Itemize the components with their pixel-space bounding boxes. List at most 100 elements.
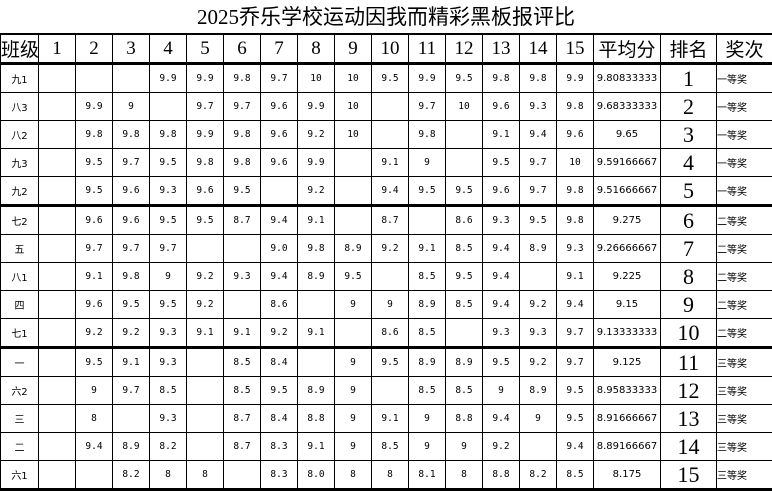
score-cell[interactable]: 10	[335, 121, 372, 149]
score-cell[interactable]: 9.2	[298, 177, 335, 206]
class-cell[interactable]: 二	[1, 433, 39, 461]
score-cell[interactable]: 9.9	[409, 64, 446, 93]
score-cell[interactable]: 8.7	[224, 206, 261, 235]
score-cell[interactable]: 9.5	[446, 177, 483, 206]
column-header[interactable]: 15	[557, 35, 594, 64]
score-cell[interactable]: 8.9	[446, 348, 483, 377]
score-cell[interactable]: 8.8	[446, 405, 483, 433]
score-cell[interactable]: 9.5	[150, 149, 187, 177]
class-cell[interactable]: 五	[1, 235, 39, 263]
score-cell[interactable]: 9.5	[557, 377, 594, 405]
score-cell[interactable]: 8.2	[113, 461, 150, 490]
score-cell[interactable]: 9.3	[150, 405, 187, 433]
average-cell[interactable]: 9.59166667	[594, 149, 661, 177]
score-cell[interactable]: 8.4	[261, 348, 298, 377]
column-header[interactable]: 6	[224, 35, 261, 64]
score-cell[interactable]: 9.7	[113, 377, 150, 405]
score-cell[interactable]	[224, 291, 261, 319]
score-cell[interactable]: 9.5	[76, 149, 113, 177]
rank-cell[interactable]: 12	[661, 377, 717, 405]
score-cell[interactable]	[298, 291, 335, 319]
score-cell[interactable]: 8.7	[224, 433, 261, 461]
rank-cell[interactable]: 5	[661, 177, 717, 206]
score-cell[interactable]: 9.9	[187, 121, 224, 149]
score-cell[interactable]: 9.5	[409, 177, 446, 206]
score-cell[interactable]: 8.4	[261, 405, 298, 433]
column-header[interactable]: 13	[483, 35, 520, 64]
column-header[interactable]: 3	[113, 35, 150, 64]
score-cell[interactable]: 9.4	[483, 235, 520, 263]
score-cell[interactable]: 9	[409, 433, 446, 461]
score-cell[interactable]: 9.4	[483, 405, 520, 433]
score-cell[interactable]: 8.5	[224, 377, 261, 405]
score-cell[interactable]: 8.2	[150, 433, 187, 461]
score-cell[interactable]: 9	[409, 405, 446, 433]
column-header[interactable]: 平均分	[594, 35, 661, 64]
score-cell[interactable]: 9.1	[483, 121, 520, 149]
score-cell[interactable]: 8.7	[372, 206, 409, 235]
score-cell[interactable]: 9.1	[224, 319, 261, 348]
score-cell[interactable]: 8	[335, 461, 372, 490]
score-cell[interactable]: 9.8	[557, 93, 594, 121]
average-cell[interactable]: 9.13333333	[594, 319, 661, 348]
score-cell[interactable]: 9.2	[372, 235, 409, 263]
average-cell[interactable]: 9.225	[594, 263, 661, 291]
score-cell[interactable]: 9.2	[113, 319, 150, 348]
average-cell[interactable]: 9.26666667	[594, 235, 661, 263]
score-cell[interactable]: 9.1	[76, 263, 113, 291]
score-cell[interactable]	[520, 263, 557, 291]
score-cell[interactable]: 8.0	[298, 461, 335, 490]
class-cell[interactable]: 八2	[1, 121, 39, 149]
award-cell[interactable]: 二等奖	[717, 319, 772, 348]
score-cell[interactable]: 9.2	[520, 291, 557, 319]
award-cell[interactable]: 一等奖	[717, 64, 772, 93]
score-cell[interactable]: 9.4	[520, 121, 557, 149]
score-cell[interactable]	[335, 149, 372, 177]
score-cell[interactable]: 9.7	[187, 93, 224, 121]
score-cell[interactable]: 9.0	[261, 235, 298, 263]
score-cell[interactable]: 9.7	[113, 235, 150, 263]
score-cell[interactable]: 8.9	[298, 263, 335, 291]
average-cell[interactable]: 9.275	[594, 206, 661, 235]
score-cell[interactable]: 10	[335, 64, 372, 93]
score-cell[interactable]	[446, 149, 483, 177]
score-cell[interactable]: 9.1	[298, 206, 335, 235]
score-cell[interactable]	[409, 206, 446, 235]
score-cell[interactable]	[187, 348, 224, 377]
score-cell[interactable]	[39, 405, 76, 433]
rank-cell[interactable]: 13	[661, 405, 717, 433]
score-cell[interactable]	[39, 64, 76, 93]
average-cell[interactable]: 9.68333333	[594, 93, 661, 121]
score-cell[interactable]: 9.3	[520, 93, 557, 121]
rank-cell[interactable]: 2	[661, 93, 717, 121]
score-cell[interactable]	[372, 263, 409, 291]
score-cell[interactable]: 9.3	[150, 177, 187, 206]
rank-cell[interactable]: 11	[661, 348, 717, 377]
score-cell[interactable]: 9	[446, 433, 483, 461]
score-cell[interactable]: 8.5	[409, 377, 446, 405]
score-cell[interactable]	[76, 64, 113, 93]
class-cell[interactable]: 三	[1, 405, 39, 433]
score-cell[interactable]: 8.1	[409, 461, 446, 490]
score-cell[interactable]: 9.3	[557, 235, 594, 263]
score-cell[interactable]: 9.9	[187, 64, 224, 93]
score-cell[interactable]: 9	[335, 291, 372, 319]
score-cell[interactable]	[150, 93, 187, 121]
score-cell[interactable]: 9.7	[409, 93, 446, 121]
score-cell[interactable]: 9.3	[224, 263, 261, 291]
score-cell[interactable]: 8.5	[446, 377, 483, 405]
score-cell[interactable]: 9.8	[557, 177, 594, 206]
rank-cell[interactable]: 8	[661, 263, 717, 291]
award-cell[interactable]: 二等奖	[717, 291, 772, 319]
score-cell[interactable]	[39, 177, 76, 206]
score-cell[interactable]: 8.3	[261, 433, 298, 461]
column-header[interactable]: 5	[187, 35, 224, 64]
score-cell[interactable]: 9.3	[483, 206, 520, 235]
score-cell[interactable]: 9.6	[76, 291, 113, 319]
score-cell[interactable]: 9.8	[409, 121, 446, 149]
award-cell[interactable]: 三等奖	[717, 348, 772, 377]
score-cell[interactable]	[446, 319, 483, 348]
score-cell[interactable]: 9.3	[150, 348, 187, 377]
average-cell[interactable]: 9.125	[594, 348, 661, 377]
score-cell[interactable]: 9	[335, 433, 372, 461]
